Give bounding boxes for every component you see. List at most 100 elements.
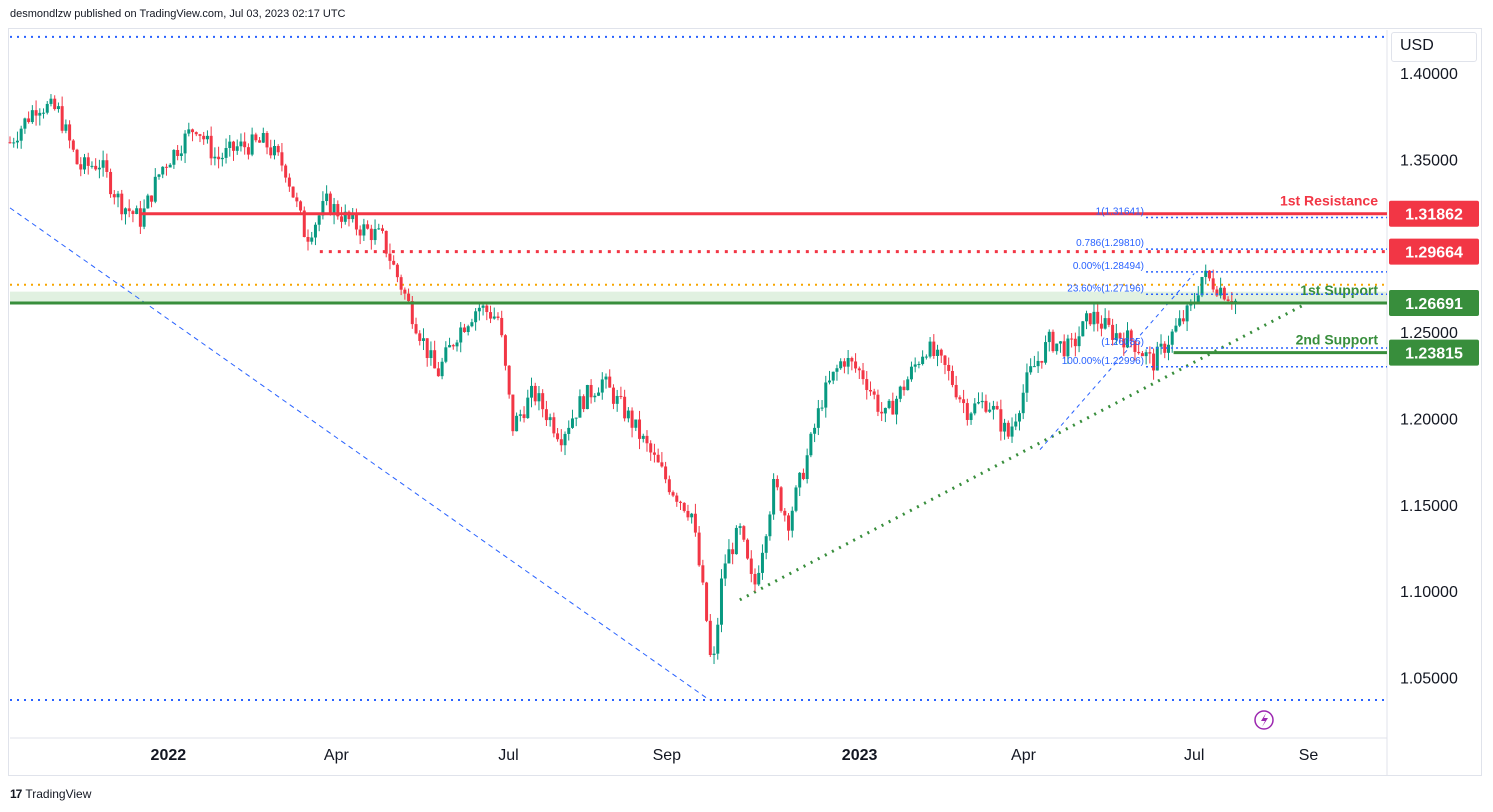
candle-body [8,142,12,144]
candle-body [1155,346,1159,371]
candle-body [630,410,634,428]
lightning-bolt-icon [1261,713,1268,727]
candle-body [824,382,828,408]
candle-body [541,393,545,410]
candle-body [906,379,910,391]
candle-body [1118,333,1122,339]
candle-body [1163,343,1167,353]
candle-body [1092,311,1096,325]
price-axis-tick: 1.35000 [1400,153,1458,170]
candle-body [1088,313,1092,325]
candle-body [250,134,254,155]
candle-body [932,341,936,356]
candle-body [358,229,362,236]
candle-body [377,228,381,230]
candle-body [693,513,697,533]
candle-body [1140,353,1144,357]
time-axis-tick: Apr [1011,747,1037,764]
candle-body [697,532,701,566]
candle-body [537,393,541,402]
candle-body [995,405,999,410]
candle-body [153,176,157,202]
candle-body [742,526,746,540]
fib-level-label: (1.26085) [1101,337,1144,348]
candle-body [1006,422,1010,437]
candle-body [772,478,776,515]
candle-body [831,371,835,381]
candle-body [868,389,872,392]
candle-body [284,165,288,178]
candle-body [559,439,563,446]
candle-body [656,454,660,463]
candle-body [265,132,269,148]
chart-frame [8,28,1482,776]
candle-body [466,326,470,333]
candle-body [872,391,876,395]
candle-body [798,472,802,488]
candle-body [779,487,783,511]
candle-body [451,345,455,347]
candle-body [421,338,425,341]
candle-body [991,405,995,410]
candle-body [1070,338,1074,340]
candle-body [392,260,396,265]
candle-body [507,365,511,395]
fib-level-label: 100.00%(1.22996) [1062,356,1144,367]
candle-body [45,103,49,113]
candle-body [641,435,645,439]
candle-body [980,400,984,403]
candle-body [850,357,854,362]
tradingview-logo-icon: 17 [10,787,22,801]
candle-body [272,145,276,156]
candle-body [526,397,530,419]
candle-body [1107,318,1111,325]
candle-body [988,409,992,412]
candle-body [440,361,444,377]
brand-name: TradingView [25,787,92,801]
candle-body [1029,366,1033,373]
candle-body [146,195,150,209]
candle-body [49,98,53,104]
candle-body [768,514,772,537]
candle-body [712,653,716,655]
candle-body [604,376,608,380]
candle-body [813,427,817,434]
candle-body [462,327,466,333]
candle-body [373,229,377,241]
currency-selector[interactable]: USD [1391,32,1477,62]
candle-body [138,208,142,227]
candle-body [511,394,515,432]
fib-level-label: 0.00%(1.28494) [1073,261,1144,272]
candle-body [1111,324,1115,340]
candle-body [68,124,72,141]
candle-body [1025,372,1029,393]
uptrend-line [739,303,1306,602]
candle-body [1058,341,1062,344]
candle-body [660,462,664,467]
candle-body [90,165,94,167]
candle-body [27,118,31,123]
candle-body [1044,342,1048,363]
price-axis-tick: 1.20000 [1400,412,1458,429]
candle-body [973,403,977,414]
candle-body [150,195,154,202]
candle-body [876,394,880,412]
candle-body [86,157,90,166]
candle-body [593,395,597,398]
candle-body [619,395,623,397]
candle-body [1174,325,1178,332]
candle-body [936,349,940,356]
candle-body [682,502,686,511]
candle-body [574,417,578,419]
candle-body [839,361,843,369]
candle-body [708,620,712,655]
candle-body [444,347,448,362]
candle-body [891,400,895,415]
candle-body [414,324,418,334]
candle-body [299,201,303,211]
candle-body [787,515,791,531]
candle-body [436,368,440,377]
candle-body [403,289,407,294]
candle-body [198,134,202,136]
